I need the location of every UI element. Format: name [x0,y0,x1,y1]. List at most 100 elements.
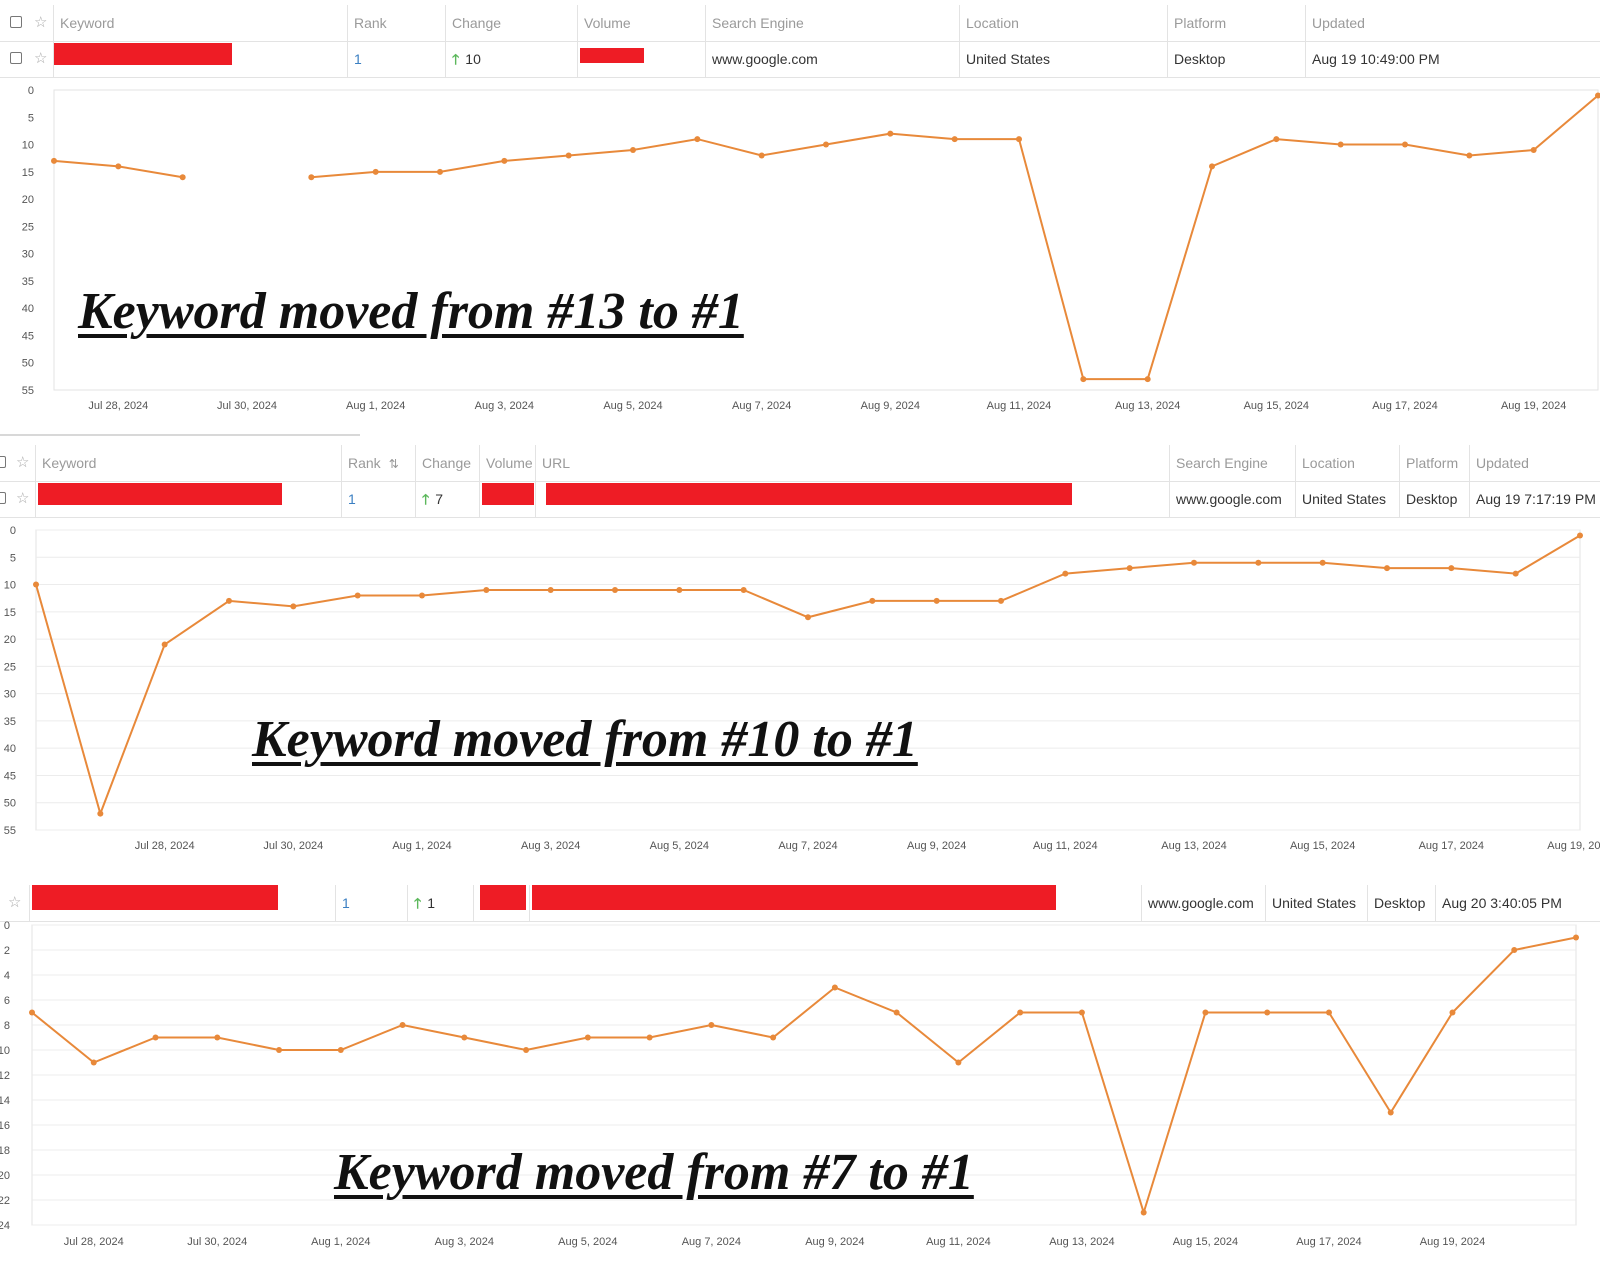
data-point[interactable] [115,163,122,170]
data-point[interactable] [646,1034,653,1041]
data-point[interactable] [290,603,297,610]
column-search-engine[interactable]: Search Engine [706,5,960,41]
data-point[interactable] [354,592,361,599]
data-point[interactable] [1448,565,1455,572]
data-point[interactable] [1209,163,1215,170]
data-point[interactable] [584,1034,591,1041]
data-point[interactable] [565,152,572,159]
data-point[interactable] [612,587,618,593]
data-point[interactable] [33,581,39,588]
data-point[interactable] [547,587,554,593]
data-point[interactable] [1466,152,1473,159]
data-point[interactable] [29,1009,35,1016]
data-point[interactable] [1144,376,1151,383]
data-point[interactable] [887,130,894,137]
data-point[interactable] [483,587,490,593]
data-point[interactable] [1017,1009,1024,1016]
column-location[interactable]: Location [1296,445,1400,481]
data-point[interactable] [1319,559,1326,566]
data-point[interactable] [630,147,636,153]
checkbox-icon[interactable] [10,16,22,28]
data-point[interactable] [1384,565,1390,572]
data-point[interactable] [869,597,876,604]
data-point[interactable] [1577,532,1583,539]
data-point[interactable] [1062,570,1069,577]
data-point[interactable] [501,157,508,164]
data-point[interactable] [1080,376,1087,383]
data-point[interactable] [1191,559,1197,566]
star-icon[interactable]: ☆ [16,490,30,507]
column-change[interactable]: Change [416,445,480,481]
column-keyword[interactable]: Keyword [36,445,342,481]
table-row[interactable]: ☆ 1 🡑 10 www.google.com United States Des… [0,41,1600,78]
column-platform[interactable]: Platform [1168,5,1306,41]
star-icon[interactable]: ☆ [8,894,22,911]
data-point[interactable] [770,1034,777,1041]
data-point[interactable] [1140,1209,1147,1216]
data-point[interactable] [1264,1009,1271,1016]
data-point[interactable] [161,641,168,648]
data-point[interactable] [1273,136,1280,143]
data-point[interactable] [740,587,747,593]
data-point[interactable] [805,614,811,621]
column-url[interactable]: URL [536,445,1170,481]
data-point[interactable] [51,157,57,164]
sort-icon[interactable]: ⇅ [388,457,399,471]
checkbox-icon[interactable] [10,52,22,64]
data-point[interactable] [179,174,186,181]
column-keyword[interactable]: Keyword [54,5,348,41]
column-location[interactable]: Location [960,5,1168,41]
rank-value[interactable]: 1 [348,41,446,77]
data-point[interactable] [955,1059,962,1066]
data-point[interactable] [1325,1009,1332,1016]
data-point[interactable] [372,168,379,175]
data-point[interactable] [152,1034,159,1041]
star-icon[interactable]: ☆ [34,50,48,67]
data-point[interactable] [1595,92,1600,99]
table-row[interactable]: ☆ 1 🡑 1 www.google.com United States Desk… [0,885,1600,922]
star-icon[interactable]: ☆ [34,14,48,31]
data-point[interactable] [676,587,683,593]
data-point[interactable] [1337,141,1344,148]
data-point[interactable] [97,810,104,817]
data-point[interactable] [226,597,232,604]
star-icon[interactable]: ☆ [16,454,30,471]
data-point[interactable] [276,1047,283,1053]
column-volume[interactable]: Volume [480,445,536,481]
data-point[interactable] [437,168,443,175]
data-point[interactable] [831,984,838,991]
checkbox-icon[interactable] [0,492,6,504]
data-point[interactable] [1512,570,1519,577]
data-point[interactable] [893,1009,900,1016]
data-point[interactable] [90,1059,97,1066]
data-point[interactable] [419,592,425,599]
data-point[interactable] [523,1047,530,1053]
column-volume[interactable]: Volume [578,5,706,41]
column-updated[interactable]: Updated [1476,455,1529,471]
data-point[interactable] [214,1034,221,1041]
data-point[interactable] [823,141,829,148]
data-point[interactable] [1126,565,1133,572]
data-point[interactable] [1530,147,1537,153]
column-platform[interactable]: Platform [1400,445,1470,481]
column-updated[interactable]: Updated [1312,15,1365,31]
rank-value[interactable]: 1 [336,885,408,921]
rank-value[interactable]: 1 [342,481,416,517]
data-point[interactable] [708,1022,715,1028]
column-rank[interactable]: Rank ⇅ [342,445,416,481]
data-point[interactable] [1402,141,1408,148]
column-rank[interactable]: Rank [348,5,446,41]
data-point[interactable] [337,1047,344,1053]
data-point[interactable] [758,152,765,159]
data-point[interactable] [1016,136,1022,143]
column-change[interactable]: Change [446,5,578,41]
data-point[interactable] [998,597,1004,604]
data-point[interactable] [1573,934,1579,941]
data-point[interactable] [951,136,958,143]
data-point[interactable] [399,1022,406,1028]
data-point[interactable] [1078,1009,1085,1016]
data-point[interactable] [308,174,315,181]
data-point[interactable] [1255,559,1262,566]
data-point[interactable] [1387,1109,1394,1116]
data-point[interactable] [1511,947,1518,953]
